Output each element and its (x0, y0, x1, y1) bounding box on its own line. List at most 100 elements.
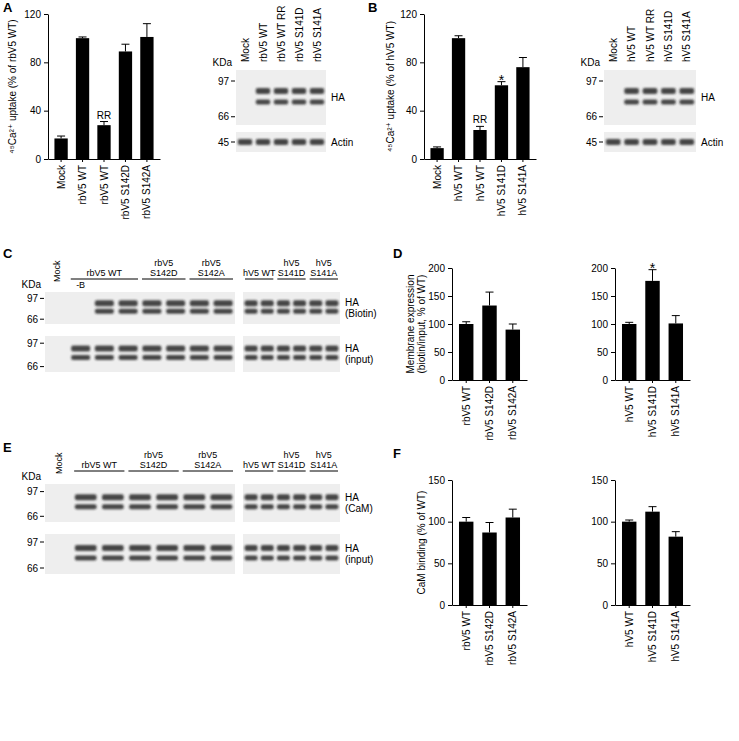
band (292, 99, 306, 104)
x-tick: hV5 S141A (517, 159, 528, 216)
blot-strip (243, 484, 340, 522)
lane-label: hV5 (283, 450, 299, 460)
marker-label: 97 (218, 76, 230, 87)
band (325, 309, 338, 314)
band (75, 494, 97, 500)
y-tick: 50 (434, 558, 452, 569)
y-tick-label: 50 (434, 558, 446, 569)
blot-label: HA (701, 92, 715, 103)
band (309, 556, 322, 561)
error-cap (462, 517, 470, 518)
marker-tick (231, 142, 235, 143)
x-tick: rbV5 WT (461, 380, 472, 425)
x-tick-label: hV5 S141D (647, 386, 658, 437)
band (245, 494, 258, 500)
x-tick-mark (512, 605, 513, 608)
band (309, 355, 322, 360)
lane-label: S142A (198, 268, 225, 278)
y-tick-mark (611, 352, 615, 353)
lane-label: rbV5 (154, 258, 173, 268)
blot-strip (45, 336, 235, 372)
x-tick-mark (146, 159, 147, 162)
band (643, 99, 658, 104)
band (643, 88, 658, 94)
y-tick-label: 100 (428, 319, 445, 330)
band (95, 309, 114, 314)
lane-label: hV5 WT (243, 460, 276, 470)
band (325, 504, 338, 509)
y-tick-mark (448, 324, 452, 325)
band (679, 99, 694, 104)
lane-label: rbV5 WT (87, 268, 123, 278)
y-tick-label: 80 (406, 57, 418, 68)
y-axis: 04080120 (24, 9, 48, 165)
panel-label: D (393, 246, 402, 261)
y-tick-label: 0 (35, 154, 41, 165)
band (166, 346, 185, 352)
band (119, 300, 138, 306)
error-cap (455, 35, 463, 36)
bar (97, 125, 110, 159)
band (277, 355, 290, 360)
x-axis: MockhV5 WThV5 WThV5 S141DhV5 S141A (425, 159, 537, 216)
band (256, 99, 270, 104)
bar (482, 533, 496, 606)
error-line (466, 518, 467, 522)
y-tick-mark (420, 111, 424, 112)
y-tick-mark (448, 380, 452, 381)
error-bar (625, 322, 633, 324)
x-tick: hV5 WT (624, 605, 635, 647)
y-tick-mark (420, 14, 424, 15)
band (325, 300, 338, 306)
y-axis-title: (biotin/input, % of WT) (416, 275, 427, 374)
band (277, 504, 290, 509)
y-tick-mark (44, 14, 48, 15)
western-blot: MockhV5 WThV5 WT RRhV5 S141DhV5 S141AKDa… (581, 9, 724, 152)
band (309, 300, 322, 306)
band (211, 504, 233, 509)
lane-label: hV5 S141A (681, 11, 692, 62)
band (142, 309, 161, 314)
x-tick: rbV5 WT (461, 605, 472, 650)
marker-label: 97 (27, 537, 39, 548)
lane-label: rbV5 WT (82, 460, 118, 470)
error-cap (625, 520, 633, 521)
x-tick-label: hV5 WT (624, 611, 635, 647)
error-line (489, 523, 490, 533)
blot-strip (45, 484, 235, 522)
x-tick: rbV5 WT (77, 159, 88, 204)
band (190, 309, 209, 314)
plot-marks (622, 507, 683, 605)
bar (495, 85, 508, 159)
y-tick-label: 40 (406, 105, 418, 116)
x-tick-mark (466, 380, 467, 383)
band (310, 99, 324, 104)
blot-label: HA (345, 297, 359, 308)
x-tick-mark (466, 605, 467, 608)
y-tick-mark (448, 563, 452, 564)
y-tick: 150 (591, 291, 615, 302)
marker-unit: KDa (213, 57, 233, 68)
lane-label: hV5 (316, 450, 332, 460)
x-tick: rbV5 WT (99, 159, 110, 204)
band (211, 545, 233, 551)
x-axis: rbV5 WTrbV5 S142DrbV5 S142A (453, 380, 528, 440)
bar (645, 512, 659, 605)
band (661, 99, 676, 104)
blot-strip (243, 292, 340, 324)
annotation: * (499, 72, 505, 88)
lane-label: rbV5 S141A (312, 8, 323, 62)
band (211, 556, 233, 561)
band (95, 346, 114, 352)
band (309, 494, 322, 500)
group-line (310, 279, 338, 280)
band (102, 494, 124, 500)
band (293, 309, 306, 314)
error-cap (476, 126, 484, 127)
error-line (146, 24, 147, 37)
x-tick-label: hV5 S141A (670, 386, 681, 437)
band (119, 346, 138, 352)
y-tick-mark (611, 324, 615, 325)
lane-label: S141D (278, 460, 306, 470)
bar (459, 324, 473, 380)
